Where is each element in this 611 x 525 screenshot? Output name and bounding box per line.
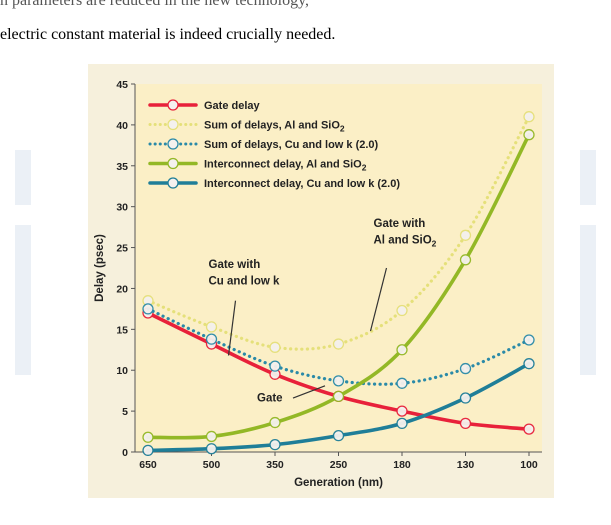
y-tick-label: 20 [116, 283, 128, 295]
y-tick-label: 30 [116, 202, 128, 214]
data-point [332, 375, 345, 387]
data-point [396, 304, 408, 317]
x-axis-label: Generation (nm) [294, 477, 383, 489]
data-point [142, 303, 154, 315]
watermark-stripe [15, 225, 31, 375]
y-tick-label: 5 [122, 406, 128, 418]
y-tick-label: 40 [116, 120, 128, 132]
x-tick-label: 180 [393, 459, 411, 471]
y-axis-label: Delay (psec) [94, 234, 106, 302]
data-point [523, 358, 535, 370]
x-tick-label: 100 [520, 459, 538, 471]
data-point [396, 377, 408, 389]
watermark-stripe [580, 225, 596, 375]
annotation-al-pointer [369, 267, 388, 332]
legend-swatch-marker [167, 177, 179, 189]
x-tick-label: 500 [203, 459, 221, 471]
annotation-cu-line2: Cu and low k [209, 275, 281, 287]
legend-label: Sum of delays, Cu and low k (2.0) [204, 139, 379, 151]
annotation-al-line1: Gate with [374, 218, 426, 230]
data-point [459, 362, 472, 375]
data-point [332, 390, 345, 403]
data-point [396, 405, 408, 417]
annotation-gate-pointer [292, 385, 326, 399]
data-point [523, 111, 535, 123]
legend-swatch-marker [167, 99, 179, 111]
y-tick-label: 25 [116, 243, 128, 255]
data-point [396, 417, 408, 430]
document-text-line: electric constant material is indeed cru… [0, 26, 336, 43]
legend-swatch-marker [167, 118, 179, 131]
data-point [523, 334, 535, 346]
data-point [459, 392, 472, 404]
data-point [269, 416, 281, 429]
legend-label: Gate delay [204, 100, 261, 112]
y-tick-label: 35 [116, 161, 128, 173]
x-tick-label: 650 [139, 459, 157, 471]
data-point [205, 333, 218, 345]
plot-area [135, 84, 542, 452]
legend-label: Interconnect delay, Cu and low k (2.0) [204, 178, 400, 190]
legend-swatch-marker [167, 157, 179, 170]
x-tick-label: 130 [457, 459, 475, 471]
legend-label: Interconnect delay, Al and SiO2 [204, 159, 367, 173]
watermark-stripe [580, 150, 596, 205]
data-point [142, 444, 154, 457]
annotation-cu-pointer [227, 300, 237, 356]
data-point [396, 344, 408, 356]
data-point [523, 423, 535, 435]
data-point [523, 129, 535, 141]
data-point [205, 321, 218, 333]
data-point [459, 417, 472, 430]
y-tick-label: 45 [116, 79, 128, 91]
y-tick-label: 0 [122, 447, 128, 459]
data-point [269, 341, 281, 353]
legend-swatch-marker [167, 138, 179, 150]
watermark-stripe [15, 150, 31, 205]
data-point [142, 431, 154, 443]
data-point [459, 254, 472, 266]
x-tick-label: 250 [330, 459, 348, 471]
annotation-al-line2: Al and SiO2 [374, 234, 437, 248]
data-point [332, 338, 345, 350]
data-point [205, 443, 218, 455]
annotation-gate: Gate [257, 392, 283, 404]
annotation-cu-line1: Gate with [209, 259, 261, 271]
data-point [332, 429, 345, 442]
document-text-fragment: n parameters are reduced in the new tech… [0, 0, 310, 9]
y-tick-label: 10 [116, 365, 128, 377]
x-tick-label: 350 [266, 459, 284, 471]
data-point [459, 229, 472, 241]
y-tick-label: 15 [116, 324, 128, 336]
legend-label: Sum of delays, Al and SiO2 [204, 120, 345, 134]
data-point [269, 438, 281, 451]
data-point [205, 430, 218, 443]
data-point [269, 360, 281, 372]
